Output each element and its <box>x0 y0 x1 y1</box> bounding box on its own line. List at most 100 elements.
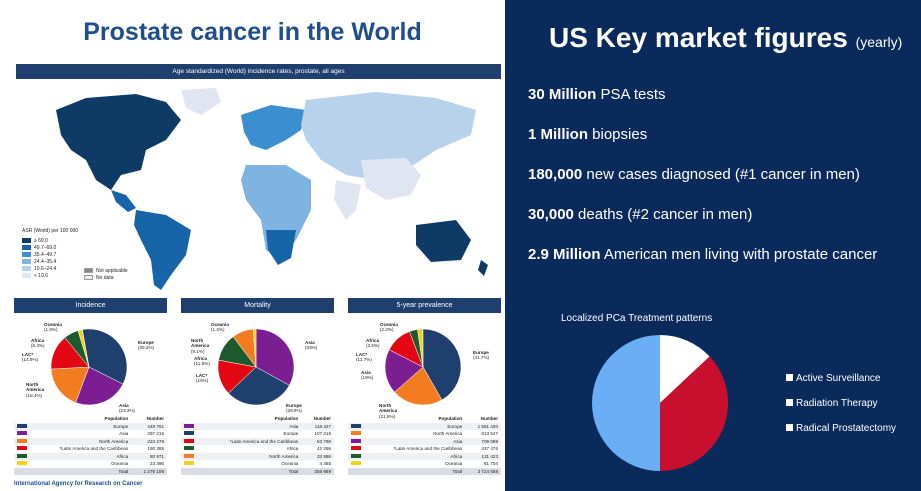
key-figure-value: 30 Million <box>528 86 597 103</box>
total-number: 3 724 658 <box>465 467 501 475</box>
pie-label: Europe (35.2%) <box>138 340 154 351</box>
row-color <box>14 438 30 446</box>
legend-swatch <box>22 266 31 272</box>
row-color <box>181 453 197 461</box>
header-population: Population <box>438 416 463 422</box>
row-swatch <box>17 431 27 436</box>
row-population: North America <box>99 438 129 444</box>
key-figure: 1 Million biopsies <box>528 126 647 143</box>
pie-label-line: North <box>26 382 39 387</box>
row-number: 42 298 <box>316 446 331 452</box>
row-number: 190 385 <box>147 446 164 452</box>
pie-label-line: (1.2%) <box>211 327 225 333</box>
row-population: Oceania <box>281 461 299 467</box>
key-figure-value: 30,000 <box>528 206 574 223</box>
pie-slice <box>252 328 257 368</box>
table-row: Europe 107 315 <box>181 430 334 438</box>
world-title: Prostate cancer in the World <box>83 18 422 46</box>
row-swatch <box>184 461 194 466</box>
legend-swatch <box>22 238 31 244</box>
pie-label-line: Asia <box>361 370 371 375</box>
map-central-america <box>111 190 136 212</box>
row-swatch <box>184 423 194 428</box>
map-australia <box>416 220 471 262</box>
row-swatch <box>17 453 27 458</box>
pie-slice <box>50 366 90 403</box>
row-swatch <box>351 423 361 428</box>
pie-label-line: America <box>191 343 210 349</box>
panel-table: Population Number Asia 118 427 Europe 107 315… <box>181 415 334 475</box>
pie-label-line: America <box>379 408 398 414</box>
pie-label: Africa (6.3%) <box>31 338 45 349</box>
row-number: 107 315 <box>314 431 331 437</box>
legend-swatch <box>84 275 93 281</box>
pie-label: North America (9.1%) <box>191 338 209 354</box>
row-population: Oceania <box>111 461 129 467</box>
map-caption: Age standardized (World) incidence rates… <box>16 64 501 79</box>
pie-slice <box>77 329 90 368</box>
treatment-legend-label: Radical Prostatectomy <box>796 423 897 434</box>
row-number: 32 686 <box>316 453 331 459</box>
legend-label: Not applicable <box>96 268 128 274</box>
table-row: Oceania 23 496 <box>14 460 167 468</box>
legend-title: ASR (World) per 100 000 <box>22 228 79 234</box>
legend-item: 35.4–49.7 <box>22 252 78 259</box>
row-swatch <box>17 446 27 451</box>
table-header: Population Number <box>348 415 501 423</box>
header-population: Population <box>104 416 129 422</box>
legend-swatch <box>22 252 31 258</box>
pie-label-line: Asia <box>119 403 129 408</box>
legend-label: 35.4–49.7 <box>34 252 57 258</box>
pie-label-line: Oceania <box>44 322 62 327</box>
us-panel: US Key market figures (yearly) 30 Millio… <box>505 0 921 491</box>
key-figure-text: biopsies <box>588 126 648 143</box>
table-row: Africa 80 971 <box>14 452 167 460</box>
pie-label: Europe (41.7%) <box>473 350 489 361</box>
pie-label-line: (1.8%) <box>44 327 58 333</box>
row-color <box>181 445 197 453</box>
pie-label: North America (21.8%) <box>379 403 397 419</box>
table-row: Oceania 4 465 <box>181 460 334 468</box>
table-row: Europe 1 551 420 <box>348 422 501 431</box>
row-number: 23 496 <box>149 461 164 467</box>
pie-label-line: (2.2%) <box>380 327 394 333</box>
pie-label: LAC* (14.9%) <box>22 352 38 363</box>
legend-item: 49.7–69.0 <box>22 245 78 252</box>
row-number: 813 547 <box>481 431 498 437</box>
pie-label: Oceania (1.8%) <box>44 322 62 333</box>
table-row: North America 234 278 <box>14 437 167 446</box>
row-number: 4 465 <box>319 461 332 467</box>
panel-pie-chart <box>50 328 128 406</box>
panel-pie-chart <box>384 328 462 406</box>
map-europe <box>241 105 306 150</box>
row-population: Africa <box>116 453 129 459</box>
pie-label-line: (6.3%) <box>31 343 45 349</box>
row-swatch <box>184 438 194 443</box>
row-population: Asia <box>289 423 299 429</box>
pie-label-line: (21.8%) <box>379 413 396 419</box>
table-row: Asia 709 088 <box>348 437 501 445</box>
key-figure-text: deaths (#2 cancer in men) <box>573 206 753 223</box>
legend-label: 24.4–35.4 <box>34 259 57 265</box>
total-number: 1 276 106 <box>131 467 167 475</box>
row-color <box>14 423 30 431</box>
pie-label: LAC* (11.7%) <box>356 352 372 363</box>
map-south-america <box>134 210 191 290</box>
pie-label-line: (11.7%) <box>356 357 372 363</box>
treatment-legend-swatch <box>786 374 793 381</box>
treatment-pie-slice <box>660 356 728 471</box>
pie-label: Asia (23.3%) <box>119 403 135 414</box>
pie-label-line: Africa <box>194 356 208 361</box>
row-swatch <box>17 423 27 428</box>
row-swatch <box>351 453 361 458</box>
key-figure: 30 Million PSA tests <box>528 86 666 103</box>
pie-slice <box>422 328 462 401</box>
treatment-legend-swatch <box>786 399 793 406</box>
pie-label-line: (29.9%) <box>286 408 303 414</box>
row-swatch <box>17 438 27 443</box>
treatment-legend-label: Radiation Therapy <box>796 398 878 409</box>
pie-label: Asia (33%) <box>305 340 317 351</box>
row-color <box>348 423 364 431</box>
row-population: North America <box>269 453 299 459</box>
treatment-legend-item: Active Surveillance <box>786 373 880 384</box>
